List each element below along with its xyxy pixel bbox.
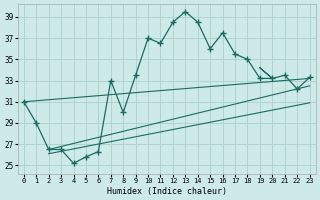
X-axis label: Humidex (Indice chaleur): Humidex (Indice chaleur) [107, 187, 227, 196]
